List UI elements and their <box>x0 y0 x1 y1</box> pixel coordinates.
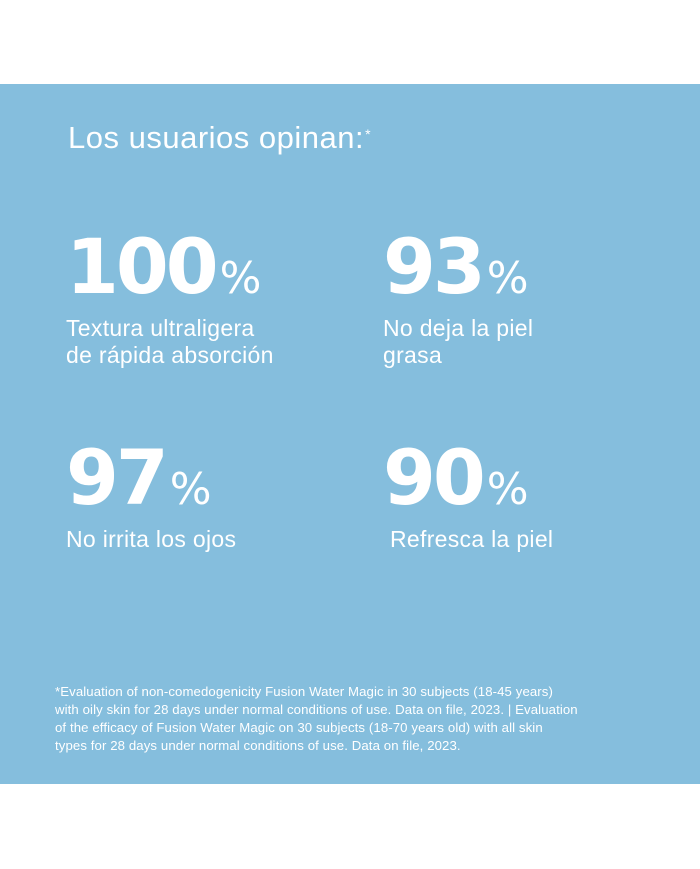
stat-block-texture: 100% Textura ultraligera de rápida absor… <box>66 229 274 369</box>
stat-description-line: grasa <box>383 342 443 368</box>
stat-value: 100% <box>66 229 274 305</box>
footnote-marker: * <box>365 126 372 142</box>
stat-number: 93 <box>383 222 486 311</box>
stat-description-line: Refresca la piel <box>390 526 554 552</box>
stat-value: 97% <box>66 440 236 516</box>
percent-sign: % <box>486 253 529 304</box>
stat-description: Textura ultraligera de rápida absorción <box>66 315 274 369</box>
stat-description-line: de rápida absorción <box>66 342 274 368</box>
stat-description-line: No deja la piel <box>383 315 534 341</box>
stat-number: 90 <box>383 433 486 522</box>
stat-number: 97 <box>66 433 169 522</box>
percent-sign: % <box>169 464 212 515</box>
stats-panel: Los usuarios opinan:* 100% Textura ultra… <box>0 84 700 784</box>
footnote: *Evaluation of non-comedogenicity Fusion… <box>55 683 655 755</box>
stat-description: No irrita los ojos <box>66 526 236 553</box>
stat-block-refreshing: 90% Refresca la piel <box>383 440 553 553</box>
panel-title: Los usuarios opinan:* <box>68 120 371 156</box>
stat-number: 100 <box>66 222 219 311</box>
footnote-line: of the efficacy of Fusion Water Magic on… <box>55 720 543 735</box>
stat-description-line: No irrita los ojos <box>66 526 237 552</box>
footnote-line: types for 28 days under normal condition… <box>55 738 461 753</box>
footnote-line: *Evaluation of non-comedogenicity Fusion… <box>55 684 553 699</box>
stat-description-line: Textura ultraligera <box>66 315 255 341</box>
stat-block-no-eye-irritation: 97% No irrita los ojos <box>66 440 236 553</box>
footnote-line: with oily skin for 28 days under normal … <box>55 702 578 717</box>
percent-sign: % <box>219 253 262 304</box>
stat-value: 93% <box>383 229 533 305</box>
stat-description: Refresca la piel <box>390 526 553 553</box>
panel-title-text: Los usuarios opinan: <box>68 120 365 155</box>
stat-value: 90% <box>383 440 553 516</box>
percent-sign: % <box>486 464 529 515</box>
stat-description: No deja la piel grasa <box>383 315 533 369</box>
stat-block-non-greasy: 93% No deja la piel grasa <box>383 229 533 369</box>
